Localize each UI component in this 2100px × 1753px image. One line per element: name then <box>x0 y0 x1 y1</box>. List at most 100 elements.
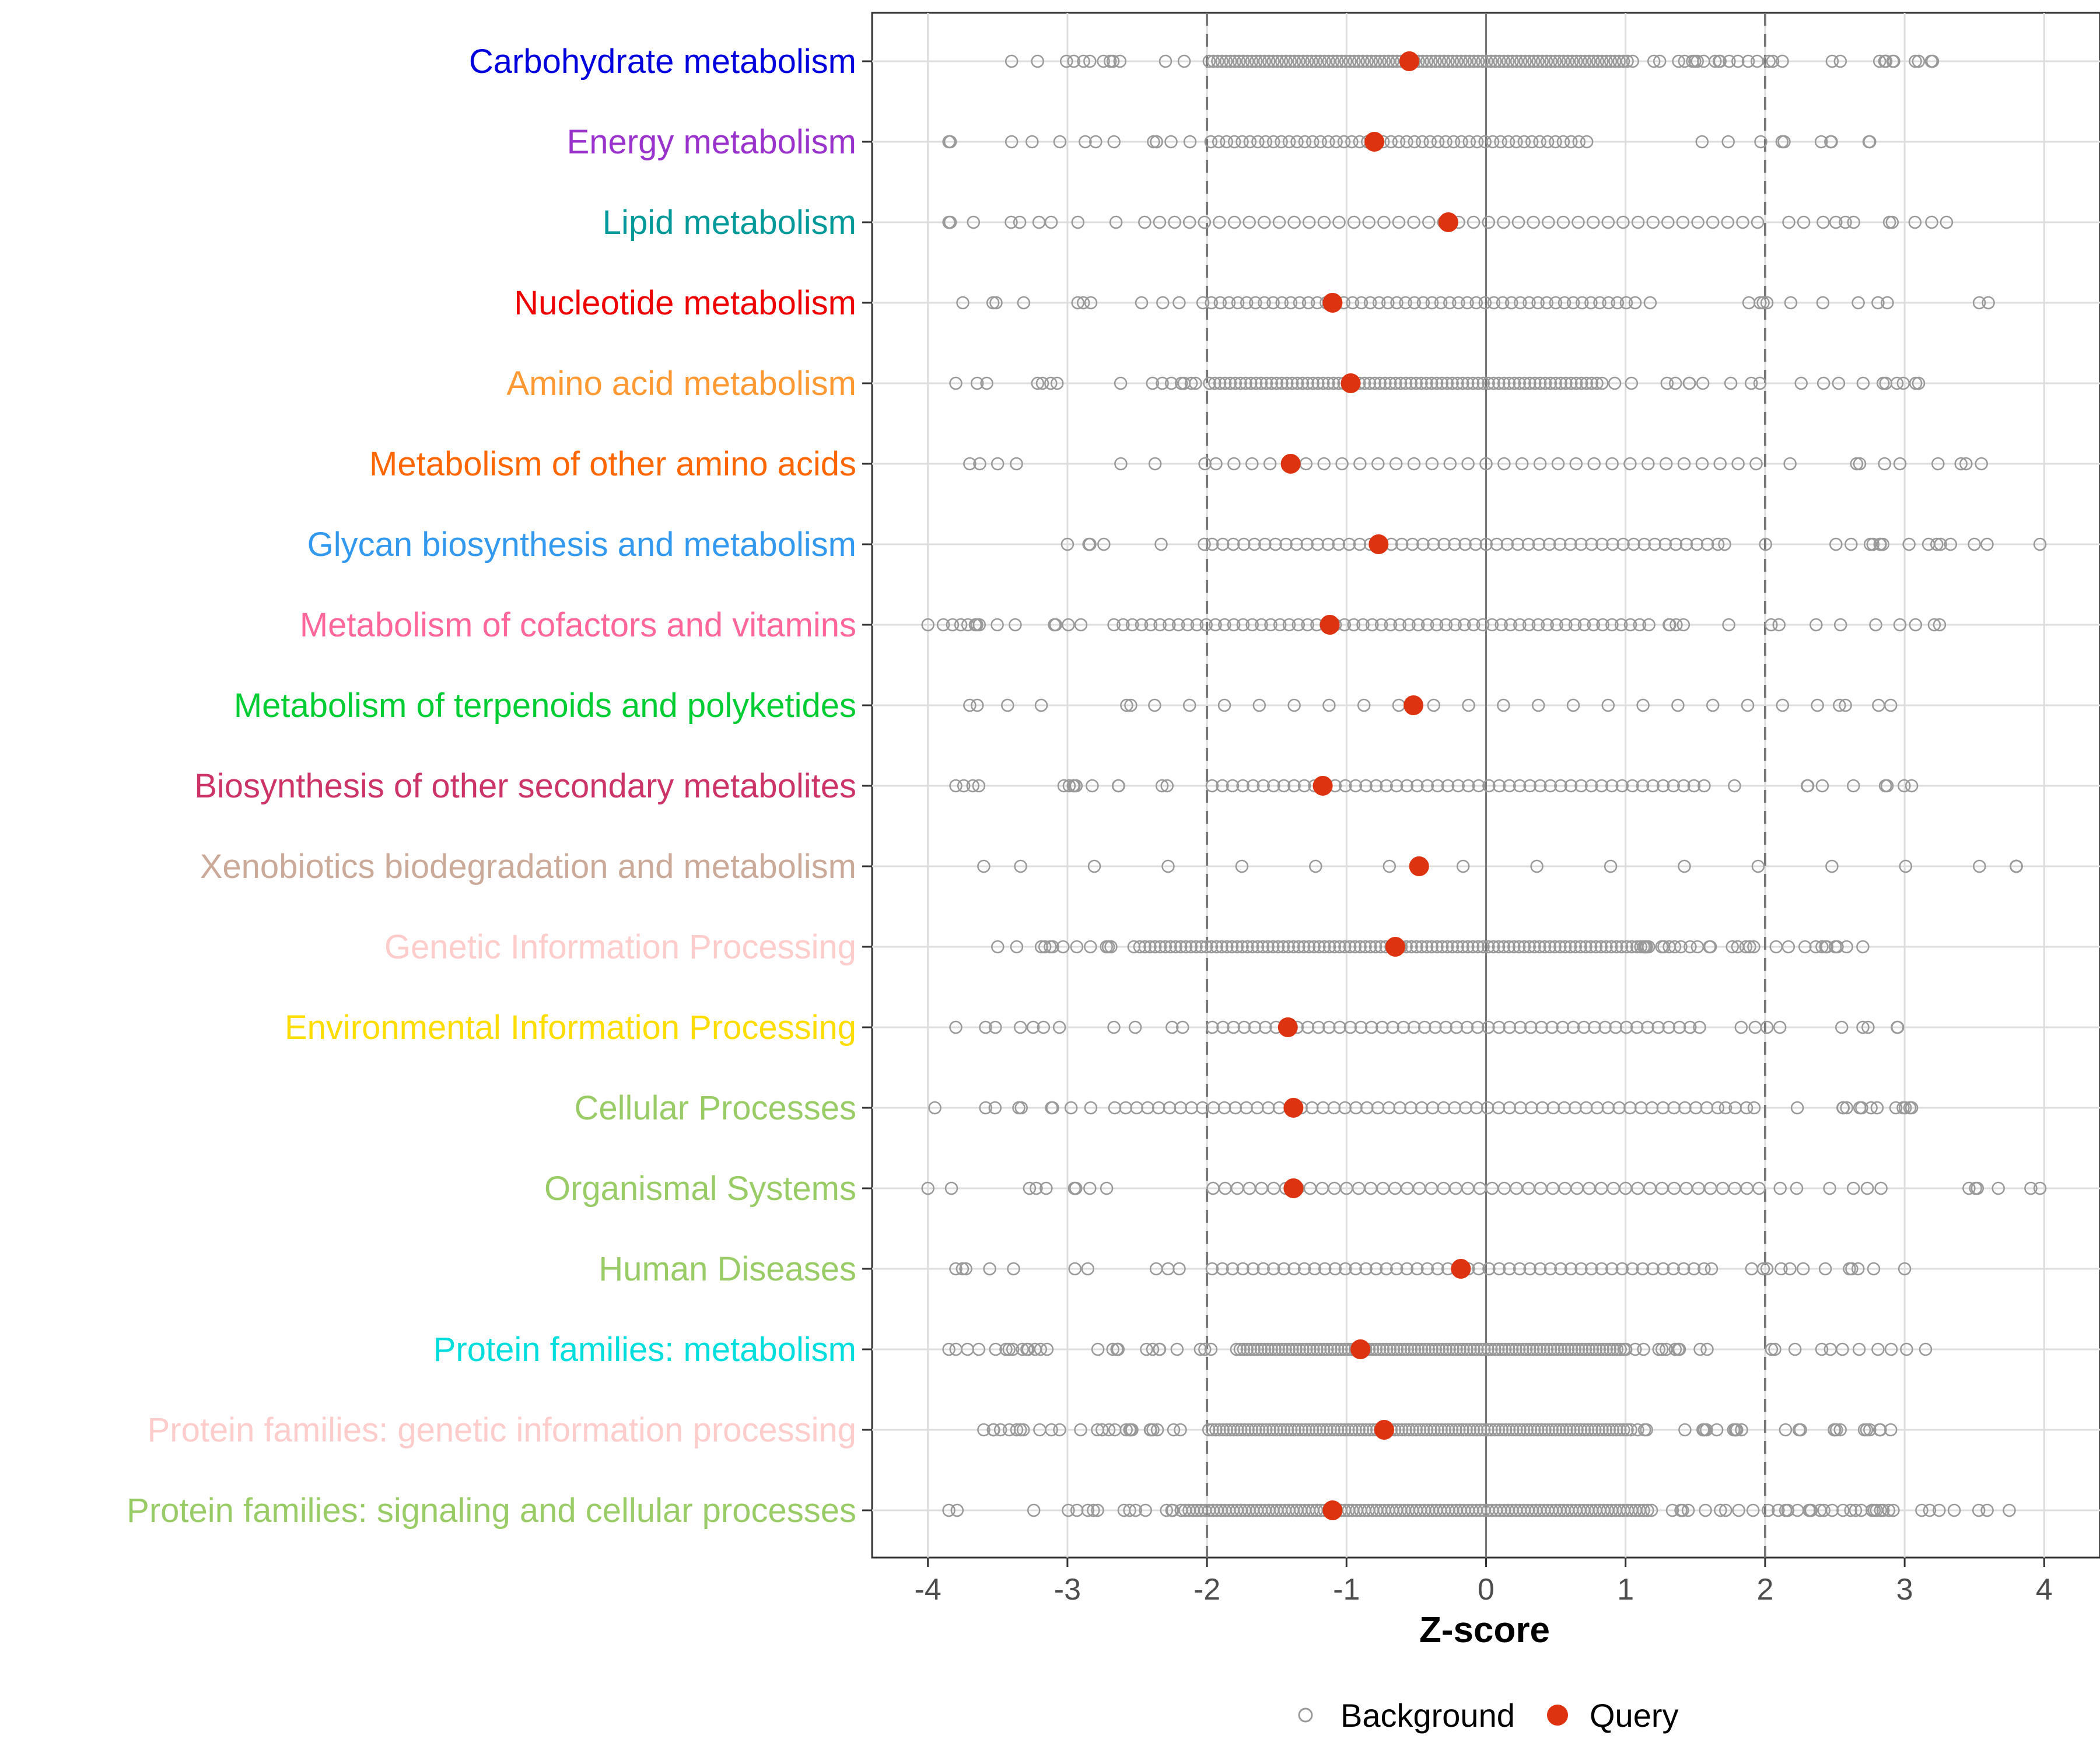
category-row-points <box>921 615 1947 635</box>
background-point <box>1182 215 1196 229</box>
background-point <box>1230 1423 1244 1437</box>
background-point <box>1572 1342 1586 1356</box>
category-row-points <box>949 373 1926 393</box>
category-label: Amino acid metabolism <box>506 365 856 403</box>
background-point <box>1450 1342 1463 1356</box>
background-point <box>1884 1342 1898 1356</box>
background-point <box>1482 940 1495 954</box>
background-point <box>1032 215 1046 229</box>
background-point <box>1411 1342 1425 1356</box>
background-point <box>1682 376 1696 390</box>
background-point <box>1463 54 1476 68</box>
background-point <box>1381 296 1395 310</box>
background-point <box>1554 1342 1568 1356</box>
background-point <box>1695 457 1709 471</box>
background-point <box>1570 1423 1584 1437</box>
background-point <box>1471 940 1485 954</box>
background-point <box>1390 779 1404 793</box>
background-point <box>1579 940 1592 954</box>
background-point <box>1448 537 1461 551</box>
background-point <box>1751 215 1765 229</box>
background-point <box>1169 940 1182 954</box>
background-point <box>1288 1423 1301 1437</box>
background-point <box>1263 1423 1276 1437</box>
background-point <box>1235 859 1249 873</box>
background-point <box>949 1262 963 1276</box>
background-point <box>1298 1423 1312 1437</box>
background-point <box>1531 698 1545 712</box>
background-point <box>1474 1423 1488 1437</box>
background-point <box>1343 54 1357 68</box>
background-point <box>1509 1342 1522 1356</box>
category-label: Metabolism of other amino acids <box>369 445 856 483</box>
background-point <box>1425 1342 1439 1356</box>
background-point <box>980 376 993 390</box>
background-point <box>1696 1423 1710 1437</box>
background-point <box>1580 376 1594 390</box>
background-point <box>1713 457 1727 471</box>
background-point <box>1396 1020 1410 1034</box>
background-point <box>1450 54 1464 68</box>
background-point <box>1731 457 1745 471</box>
background-point <box>1456 376 1469 390</box>
background-point <box>949 1342 963 1356</box>
background-point <box>1523 376 1536 390</box>
background-point <box>1470 135 1484 149</box>
background-point <box>1413 1423 1427 1437</box>
background-point <box>1747 1101 1761 1115</box>
background-point <box>1384 618 1398 632</box>
background-point <box>1502 1342 1516 1356</box>
background-point <box>1548 940 1562 954</box>
background-point <box>1273 1423 1287 1437</box>
background-point <box>1615 779 1629 793</box>
background-point <box>1732 1503 1745 1517</box>
background-point <box>1533 376 1547 390</box>
background-point <box>1349 779 1363 793</box>
background-point <box>1230 1342 1244 1356</box>
background-point <box>1863 537 1877 551</box>
background-point <box>1156 376 1169 390</box>
background-point <box>1871 296 1885 310</box>
background-point <box>1668 940 1682 954</box>
category-label: Human Diseases <box>598 1250 856 1288</box>
background-point <box>2033 537 2047 551</box>
background-point <box>1584 1423 1598 1437</box>
background-point <box>1609 1423 1623 1437</box>
background-point <box>1569 940 1583 954</box>
background-point <box>1874 537 1887 551</box>
background-point <box>1817 376 1831 390</box>
background-point <box>1752 1181 1766 1195</box>
background-point <box>1272 1342 1285 1356</box>
background-point <box>1630 1020 1644 1034</box>
category-row-points <box>1005 51 1940 71</box>
category-row-points <box>963 695 1898 715</box>
background-point <box>1476 618 1490 632</box>
background-point <box>1448 1423 1462 1437</box>
background-point <box>1349 1423 1362 1437</box>
background-point <box>1369 1262 1383 1276</box>
background-point <box>1441 1423 1455 1437</box>
background-point <box>1401 1342 1415 1356</box>
background-point <box>1684 940 1697 954</box>
background-point <box>1362 215 1376 229</box>
background-point <box>1462 135 1476 149</box>
background-point <box>1583 54 1596 68</box>
background-point <box>1255 1423 1269 1437</box>
background-point <box>1464 1342 1477 1356</box>
background-point <box>1503 1020 1517 1034</box>
background-point <box>1223 376 1237 390</box>
background-point <box>1321 376 1335 390</box>
background-point <box>1860 1181 1874 1195</box>
background-point <box>1053 1423 1066 1437</box>
background-point <box>1277 779 1291 793</box>
legend-background-marker <box>1298 1707 1313 1723</box>
category-row-points <box>963 454 1988 474</box>
background-point <box>1723 54 1736 68</box>
background-point <box>1538 1423 1552 1437</box>
background-point <box>1626 779 1639 793</box>
background-point <box>1069 1181 1083 1195</box>
background-point <box>1648 537 1661 551</box>
background-point <box>1352 1423 1366 1437</box>
background-point <box>1317 1423 1330 1437</box>
background-point <box>1521 537 1535 551</box>
